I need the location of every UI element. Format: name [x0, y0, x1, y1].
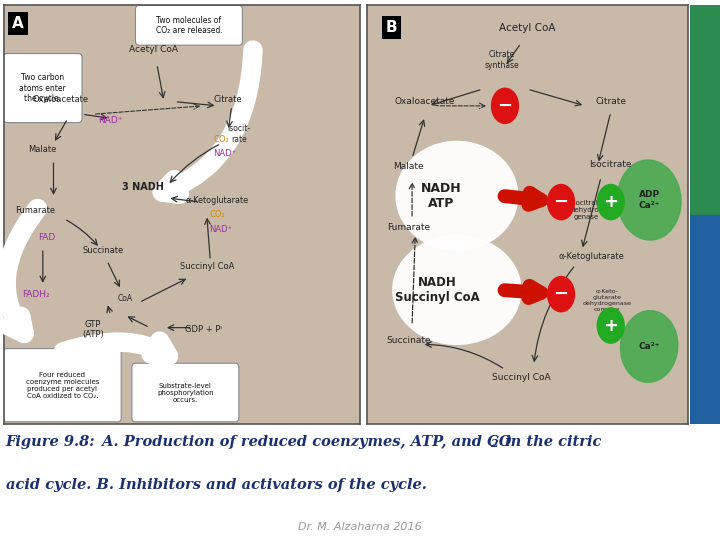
Text: CO₂: CO₂	[213, 135, 229, 144]
Text: Oxaloacetate: Oxaloacetate	[395, 97, 455, 106]
Text: B: B	[385, 20, 397, 35]
Text: GTP
(ATP): GTP (ATP)	[82, 320, 104, 340]
Text: NADH
ATP: NADH ATP	[420, 182, 462, 210]
Text: NAD⁺: NAD⁺	[98, 116, 123, 125]
Text: Oxaloacetate: Oxaloacetate	[32, 95, 89, 104]
Text: A: A	[12, 16, 24, 31]
Text: +: +	[603, 316, 618, 335]
Text: 3 NADH: 3 NADH	[122, 183, 163, 192]
Text: FAD: FAD	[37, 233, 55, 242]
Text: GDP + Pᴵ: GDP + Pᴵ	[185, 325, 222, 334]
Text: Fumarate: Fumarate	[387, 222, 431, 232]
Text: Isocitrate: Isocitrate	[590, 160, 632, 169]
Text: Ca²⁺: Ca²⁺	[639, 342, 660, 351]
Text: ADP
Ca²⁺: ADP Ca²⁺	[639, 190, 660, 210]
Text: Succinyl CoA: Succinyl CoA	[492, 373, 550, 382]
Bar	[690, 214, 720, 424]
Text: α-Ketoglutarate: α-Ketoglutarate	[559, 252, 624, 261]
Text: 2: 2	[490, 438, 498, 449]
Circle shape	[492, 88, 518, 124]
Text: Figure 9.8:: Figure 9.8:	[6, 435, 95, 449]
Text: +: +	[603, 193, 618, 211]
Text: α-Keto-
glutarate
dehydrogenase
complex: α-Keto- glutarate dehydrogenase complex	[583, 289, 632, 312]
Text: Citrate: Citrate	[595, 97, 626, 106]
Text: acid cycle. B. Inhibitors and activators of the cycle.: acid cycle. B. Inhibitors and activators…	[6, 478, 427, 492]
Text: Substrate-level
phosphorylation
occurs.: Substrate-level phosphorylation occurs.	[157, 382, 214, 402]
Text: Acetyl CoA: Acetyl CoA	[499, 23, 556, 33]
FancyBboxPatch shape	[4, 53, 82, 123]
Text: Citrate: Citrate	[214, 95, 243, 104]
Text: FADH₂: FADH₂	[22, 289, 50, 299]
Circle shape	[598, 185, 624, 220]
Text: −: −	[554, 193, 569, 211]
Ellipse shape	[617, 160, 681, 240]
Text: CO₂: CO₂	[210, 210, 225, 219]
Bar	[690, 5, 720, 214]
Text: Two molecules of
CO₂ are released.: Two molecules of CO₂ are released.	[156, 16, 222, 35]
Text: Succinyl CoA: Succinyl CoA	[179, 262, 234, 272]
FancyBboxPatch shape	[132, 363, 239, 422]
Ellipse shape	[621, 310, 678, 382]
Text: Fumarate: Fumarate	[16, 206, 55, 215]
Text: Isocitrate
dehydro-
genase: Isocitrate dehydro- genase	[570, 200, 603, 220]
Ellipse shape	[393, 235, 521, 345]
Text: Citrate
synthase: Citrate synthase	[485, 50, 519, 70]
Circle shape	[598, 308, 624, 343]
Text: Isocit-: Isocit-	[228, 124, 251, 133]
Text: −: −	[554, 285, 569, 303]
Text: Malate: Malate	[394, 162, 424, 171]
Text: NAD⁺: NAD⁺	[210, 225, 233, 234]
Text: NAD⁺: NAD⁺	[213, 150, 236, 158]
Text: Succinate: Succinate	[387, 336, 431, 345]
Text: Dr. M. Alzaharna 2016: Dr. M. Alzaharna 2016	[298, 522, 422, 532]
Text: α-Ketoglutarate: α-Ketoglutarate	[186, 195, 249, 205]
Text: Malate: Malate	[29, 145, 57, 154]
Text: CoA: CoA	[117, 294, 132, 303]
Circle shape	[548, 185, 575, 220]
Text: in the citric: in the citric	[500, 435, 601, 449]
Text: Two carbon
atoms enter
the cycle.: Two carbon atoms enter the cycle.	[19, 73, 66, 103]
FancyBboxPatch shape	[4, 349, 121, 422]
FancyBboxPatch shape	[135, 5, 243, 45]
Text: −: −	[498, 97, 513, 115]
Text: Four reduced
coenzyme molecules
produced per acetyl
CoA oxidized to CO₂.: Four reduced coenzyme molecules produced…	[26, 372, 99, 399]
Text: NADH
Succinyl CoA: NADH Succinyl CoA	[395, 276, 480, 304]
Text: Acetyl CoA: Acetyl CoA	[129, 45, 178, 54]
Text: Succinate: Succinate	[83, 246, 124, 255]
Text: A. Production of reduced coenzymes, ATP, and CO: A. Production of reduced coenzymes, ATP,…	[97, 435, 512, 449]
Text: rate: rate	[231, 135, 247, 144]
Ellipse shape	[396, 141, 518, 250]
Circle shape	[548, 276, 575, 312]
